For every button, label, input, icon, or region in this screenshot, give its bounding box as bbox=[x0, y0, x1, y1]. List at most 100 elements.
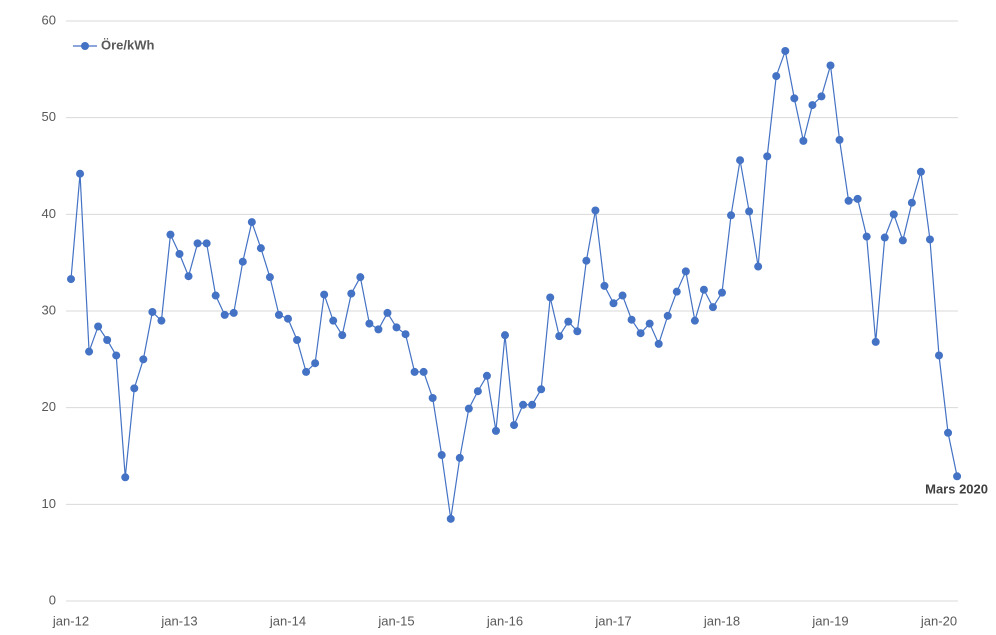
data-point bbox=[265, 273, 274, 282]
data-point bbox=[202, 239, 211, 248]
data-point bbox=[609, 299, 618, 308]
data-point bbox=[112, 351, 121, 360]
data-point bbox=[491, 426, 500, 435]
data-point bbox=[944, 428, 953, 437]
data-point bbox=[654, 339, 663, 348]
data-point bbox=[582, 256, 591, 265]
annotation: Mars 2020 bbox=[925, 482, 988, 497]
data-point bbox=[94, 322, 103, 331]
data-point bbox=[790, 94, 799, 103]
data-point bbox=[763, 152, 772, 161]
y-tick-label: 40 bbox=[42, 206, 56, 221]
data-point bbox=[781, 46, 790, 55]
data-point bbox=[284, 314, 292, 323]
data-point bbox=[501, 331, 509, 340]
data-point bbox=[482, 371, 491, 380]
data-point bbox=[401, 330, 410, 339]
data-point bbox=[591, 206, 600, 215]
y-tick-label: 30 bbox=[42, 302, 56, 317]
data-point bbox=[808, 101, 817, 110]
data-point bbox=[428, 394, 437, 402]
data-point bbox=[699, 285, 708, 294]
data-point bbox=[130, 384, 139, 393]
x-tick-label: jan-15 bbox=[377, 613, 414, 628]
data-point bbox=[166, 230, 175, 239]
data-point bbox=[817, 92, 826, 101]
data-point bbox=[329, 316, 338, 325]
x-tick-label: jan-20 bbox=[920, 613, 957, 628]
x-tick-label: jan-13 bbox=[160, 613, 197, 628]
data-point bbox=[618, 291, 627, 300]
data-point bbox=[645, 319, 654, 328]
data-point bbox=[510, 421, 519, 430]
data-point bbox=[103, 336, 112, 344]
data-point bbox=[727, 211, 736, 220]
data-point bbox=[455, 453, 464, 462]
data-point bbox=[464, 404, 473, 413]
series-line bbox=[70, 48, 958, 519]
data-point bbox=[826, 61, 835, 70]
data-point bbox=[564, 317, 573, 326]
data-point bbox=[555, 332, 564, 341]
data-point bbox=[338, 331, 347, 340]
data-point bbox=[627, 315, 636, 324]
data-point bbox=[853, 194, 862, 203]
data-point bbox=[718, 288, 726, 297]
data-point bbox=[293, 336, 302, 344]
data-point bbox=[238, 257, 247, 266]
data-point bbox=[247, 218, 256, 227]
data-point bbox=[953, 472, 962, 481]
data-point bbox=[383, 308, 392, 317]
data-point bbox=[229, 308, 238, 317]
data-point bbox=[392, 323, 401, 332]
x-tick-label: jan-19 bbox=[811, 613, 848, 628]
data-point bbox=[347, 289, 356, 298]
y-tick-label: 20 bbox=[42, 399, 56, 414]
data-point bbox=[672, 287, 681, 296]
data-point bbox=[356, 273, 365, 282]
data-point bbox=[67, 275, 75, 284]
data-point bbox=[85, 347, 94, 356]
data-point bbox=[835, 135, 844, 144]
x-tick-label: jan-12 bbox=[52, 613, 89, 628]
data-point bbox=[708, 303, 717, 312]
data-point bbox=[76, 169, 85, 178]
legend-label: Öre/kWh bbox=[101, 37, 155, 52]
data-point bbox=[907, 198, 916, 207]
x-tick-label: jan-16 bbox=[486, 613, 523, 628]
data-point bbox=[573, 327, 582, 336]
y-tick-label: 50 bbox=[42, 109, 56, 124]
data-point bbox=[175, 249, 184, 258]
data-point bbox=[157, 316, 166, 325]
data-point bbox=[636, 329, 645, 338]
data-point bbox=[374, 325, 383, 334]
data-point bbox=[528, 400, 537, 409]
data-point bbox=[862, 232, 871, 241]
x-tick-label: jan-14 bbox=[269, 613, 306, 628]
data-point bbox=[690, 316, 699, 325]
legend-marker bbox=[81, 42, 89, 50]
data-point bbox=[916, 167, 925, 176]
data-point bbox=[311, 359, 320, 368]
data-point bbox=[935, 351, 943, 360]
data-point bbox=[274, 310, 283, 319]
data-point bbox=[925, 235, 934, 244]
data-point bbox=[546, 293, 555, 302]
data-point bbox=[419, 367, 428, 376]
data-point bbox=[681, 267, 690, 276]
data-point bbox=[745, 207, 754, 216]
data-point bbox=[600, 281, 609, 290]
data-point bbox=[410, 367, 419, 376]
data-point bbox=[148, 307, 157, 316]
data-point bbox=[302, 367, 311, 376]
data-point bbox=[898, 236, 907, 245]
data-point bbox=[844, 196, 853, 205]
data-point bbox=[880, 233, 889, 242]
data-point bbox=[437, 451, 446, 460]
data-point bbox=[446, 514, 455, 523]
x-tick-label: jan-18 bbox=[703, 613, 740, 628]
data-point bbox=[754, 262, 763, 271]
data-point bbox=[799, 136, 808, 145]
data-point bbox=[211, 291, 220, 300]
